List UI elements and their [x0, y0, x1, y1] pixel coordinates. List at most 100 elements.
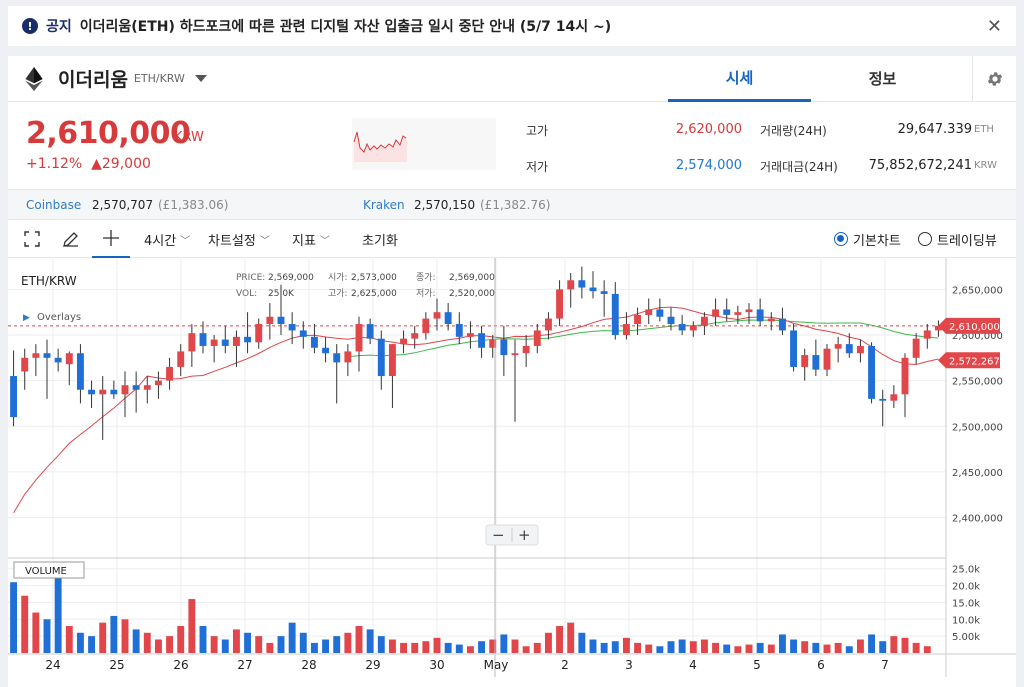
candle-body	[544, 318, 552, 331]
exchange-name-kraken[interactable]: Kraken	[363, 198, 405, 212]
current-price: 2,610,000	[26, 116, 191, 151]
candle-body	[210, 339, 218, 346]
chart-toolbar: 4시간 ﹀ 차트설정 ﹀ 지표 ﹀ 초기화 기본차트 트레이딩뷰	[8, 220, 1016, 258]
candle-body	[288, 324, 296, 331]
volume-bar	[199, 626, 207, 653]
volume-bar	[834, 642, 842, 653]
price-tick-label: 2,500,000	[952, 422, 1003, 433]
reset-button[interactable]: 초기화	[362, 233, 398, 249]
volume-bar	[32, 612, 40, 653]
volume-bar	[366, 629, 374, 653]
price-tick-labels: 2,650,000 2,600,000 2,550,000 2,500,000 …	[952, 285, 1003, 524]
volume-bar	[422, 641, 430, 653]
volume-bar	[511, 639, 519, 653]
interval-dropdown[interactable]: 4시간 ﹀	[144, 220, 190, 258]
tradingview-option[interactable]: 트레이딩뷰	[918, 220, 997, 258]
candle-body	[745, 309, 753, 313]
indicators-dropdown[interactable]: 지표 ﹀	[292, 220, 330, 258]
candle-body	[756, 309, 764, 322]
close-icon[interactable]: ✕	[986, 15, 1002, 37]
candle-body	[489, 339, 497, 348]
fullscreen-button[interactable]	[24, 220, 40, 258]
volume-bar	[21, 595, 29, 653]
current-price-tag-bg	[938, 317, 1000, 334]
candle-body	[455, 324, 463, 337]
candle-body	[622, 324, 630, 335]
candle-body	[65, 353, 73, 365]
candle-body	[611, 293, 619, 335]
volume-bar	[812, 642, 820, 653]
info-low-label: 저가:	[416, 288, 436, 299]
chevron-down-icon: ﹀	[180, 235, 191, 247]
chart-grid	[8, 258, 946, 654]
x-label: 6	[817, 658, 825, 672]
candle-body	[277, 316, 285, 325]
volume-bar	[634, 642, 642, 653]
candle-body	[177, 351, 185, 367]
interval-label: 4시간	[144, 233, 177, 249]
volume-bar	[444, 642, 452, 653]
candle-body	[88, 389, 96, 395]
volume-bar	[901, 637, 909, 653]
candle-body	[54, 357, 62, 363]
chart-settings-dropdown[interactable]: 차트설정 ﹀	[208, 220, 270, 258]
x-label: 3	[625, 658, 633, 672]
volume-bar	[411, 642, 419, 653]
info-open-value: 2,573,000	[351, 273, 397, 283]
notice-text[interactable]: 이더리움(ETH) 하드포크에 따른 관련 디지털 자산 입출금 일시 중단 안…	[79, 19, 612, 35]
price-tick-label: 2,550,000	[952, 377, 1003, 388]
volume-bar	[377, 636, 385, 653]
candle-body	[433, 312, 441, 319]
price-tick-label: 2,650,000	[952, 285, 1003, 296]
coin-selector[interactable]: 이더리움 ETH/KRW	[8, 65, 668, 92]
volume-bar	[734, 646, 742, 653]
price-chart[interactable]: ETH/KRW ▶ Overlays PRICE: 2,569,000 시가: …	[8, 258, 1016, 677]
volume-bar	[578, 632, 586, 653]
candle-body	[778, 318, 786, 331]
settings-button[interactable]	[972, 55, 1016, 102]
info-vol-value: 25.0K	[268, 289, 295, 299]
candle-body	[32, 353, 40, 358]
candle-body	[411, 333, 419, 339]
x-label: 25	[109, 658, 124, 672]
volume-bar	[400, 642, 408, 653]
candle-body	[366, 324, 374, 339]
ma-long-line	[347, 319, 939, 358]
volume-bar	[890, 636, 898, 653]
volume-bar	[667, 641, 675, 653]
volume-value: 29,647.339	[897, 122, 972, 137]
overlays-toggle-icon[interactable]: ▶	[23, 313, 30, 323]
x-label: 5	[753, 658, 761, 672]
notice-banner[interactable]: ! 공지 이더리움(ETH) 하드포크에 따른 관련 디지털 자산 입출금 일시…	[8, 6, 1016, 46]
info-high-value: 2,625,000	[351, 289, 397, 299]
volume-bar	[188, 599, 196, 653]
exchange-name-coinbase[interactable]: Coinbase	[26, 198, 82, 212]
tradingview-label: 트레이딩뷰	[937, 233, 997, 249]
low-value: 2,574,000	[675, 158, 742, 173]
tab-price[interactable]: 시세	[668, 56, 811, 102]
basic-chart-option[interactable]: 기본차트	[834, 220, 901, 258]
overlays-label[interactable]: Overlays	[37, 312, 81, 323]
volume-bar	[10, 582, 18, 653]
volume-tick-label: 20.0k	[952, 582, 980, 593]
zoom-out-button[interactable]: −	[492, 526, 505, 544]
gear-icon	[987, 71, 1002, 86]
candles	[10, 266, 942, 440]
crosshair-button[interactable]	[92, 220, 130, 258]
candle-body	[21, 357, 29, 372]
candle-body	[244, 336, 252, 343]
candle-body	[10, 376, 18, 418]
tab-info[interactable]: 정보	[868, 70, 897, 88]
draw-button[interactable]	[62, 220, 80, 258]
volume-bar	[433, 637, 441, 653]
volume-bar	[856, 639, 864, 653]
candle-body	[154, 380, 162, 386]
candle-body	[790, 330, 798, 367]
candle-body	[712, 309, 720, 317]
radio-selected-icon	[834, 232, 848, 246]
candle-body	[143, 385, 151, 390]
zoom-in-button[interactable]: +	[518, 526, 531, 544]
candle-body	[444, 312, 452, 325]
chevron-down-icon[interactable]	[194, 75, 207, 82]
price-tick-label: 2,600,000	[952, 331, 1003, 342]
